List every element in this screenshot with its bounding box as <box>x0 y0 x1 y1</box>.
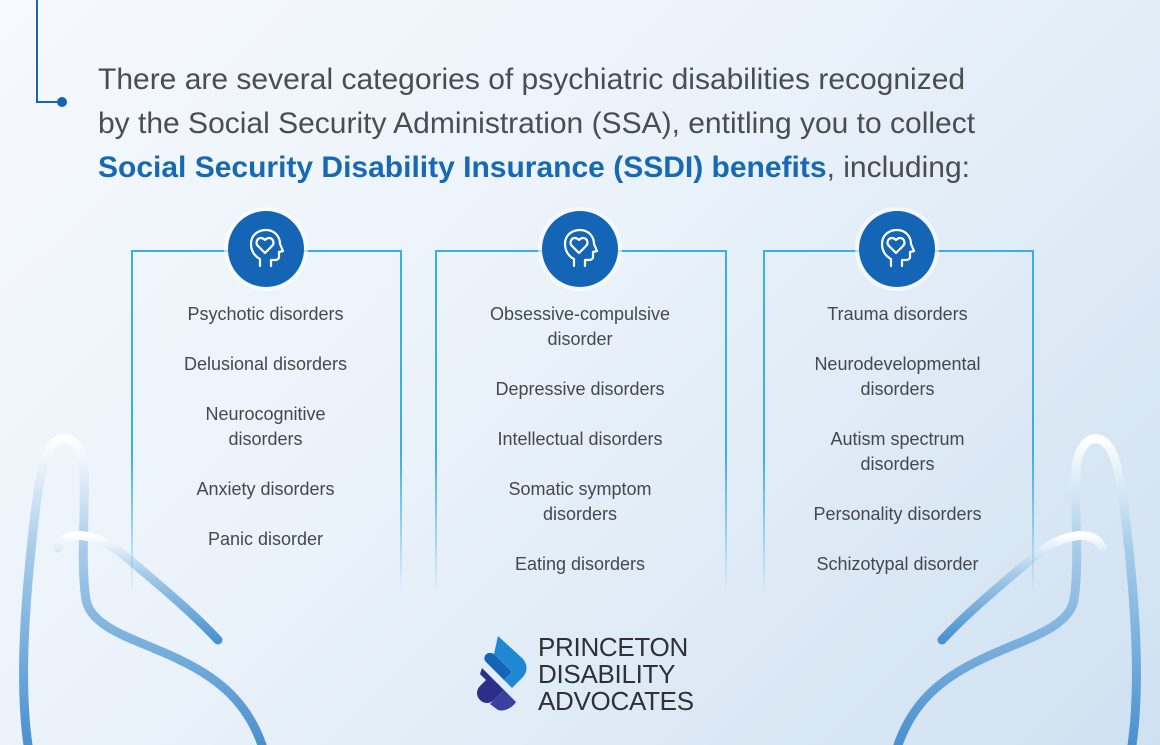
headline-line-3: Social Security Disability Insurance (SS… <box>98 146 1138 190</box>
list-item: Personality disorders <box>813 504 982 524</box>
category-list-2: Obsessive-compulsive disorder Depressive… <box>437 302 723 602</box>
headline-line-2: by the Social Security Administration (S… <box>98 107 976 140</box>
list-item: Neurodevelopmental disorders <box>814 354 981 399</box>
head-heart-icon <box>228 211 304 287</box>
logo-mark <box>477 636 527 711</box>
list-item: Psychotic disorders <box>187 304 344 324</box>
list-item: Eating disorders <box>514 554 646 574</box>
category-list-1: Psychotic disorders Delusional disorders… <box>133 302 398 577</box>
headline-emphasis: Social Security Disability Insurance (SS… <box>98 151 827 184</box>
list-item: Delusional disorders <box>183 354 348 374</box>
list-item: Trauma disorders <box>827 304 968 324</box>
corner-decoration <box>36 0 67 107</box>
list-item: Intellectual disorders <box>497 429 663 449</box>
logo-wordmark: PRINCETON DISABILITY ADVOCATES <box>538 634 694 715</box>
headline-line-3-rest: , including: <box>826 151 970 184</box>
logo-line-3: ADVOCATES <box>538 686 694 716</box>
category-list-3: Trauma disorders Neurodevelopmental diso… <box>765 302 1030 602</box>
logo-line-1: PRINCETON <box>538 632 688 662</box>
logo-line-2: DISABILITY <box>538 659 676 689</box>
list-item: Neurocognitive disorders <box>205 404 326 449</box>
headline: There are several categories of psychiat… <box>98 58 1138 190</box>
list-item: Anxiety disorders <box>196 479 335 499</box>
list-item: Panic disorder <box>207 529 324 549</box>
list-item: Depressive disorders <box>495 379 665 399</box>
list-item: Somatic symptom disorders <box>508 479 652 524</box>
list-item: Schizotypal disorder <box>816 554 979 574</box>
head-heart-icon <box>542 211 618 287</box>
list-item: Obsessive-compulsive disorder <box>489 304 671 349</box>
list-item: Autism spectrum disorders <box>830 429 965 474</box>
head-heart-icon <box>859 211 935 287</box>
headline-line-1: There are several categories of psychiat… <box>98 63 966 96</box>
